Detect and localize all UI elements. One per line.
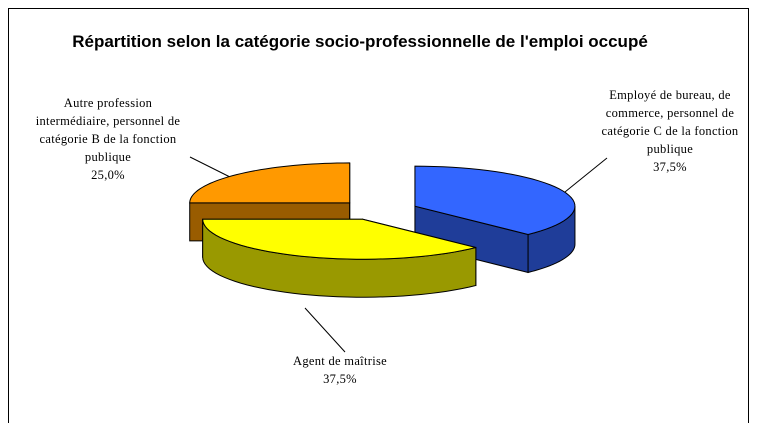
slice-top (414, 165, 576, 235)
category-label: Agent de maîtrise (293, 354, 387, 368)
value-label: 37,5% (653, 160, 687, 174)
value-label: 37,5% (323, 372, 357, 386)
leader-line (559, 157, 608, 197)
chart-title: Répartition selon la catégorie socio-pro… (72, 32, 648, 51)
frame (8, 8, 749, 423)
slice-top (189, 162, 351, 204)
pie-slice (414, 165, 576, 274)
pie (189, 162, 576, 298)
category-label: Employé de bureau, de commerce, personne… (601, 88, 739, 156)
category-label: Autre profession intermédiaire, personne… (35, 96, 181, 164)
slice-label: Employé de bureau, de commerce, personne… (590, 86, 750, 176)
slice-top (202, 218, 476, 260)
slice-label: Autre profession intermédiaire, personne… (28, 94, 188, 184)
slice-label: Agent de maîtrise 37,5% (265, 352, 415, 388)
leader-line (304, 307, 346, 353)
value-label: 25,0% (91, 168, 125, 182)
pie-slice (202, 218, 477, 298)
